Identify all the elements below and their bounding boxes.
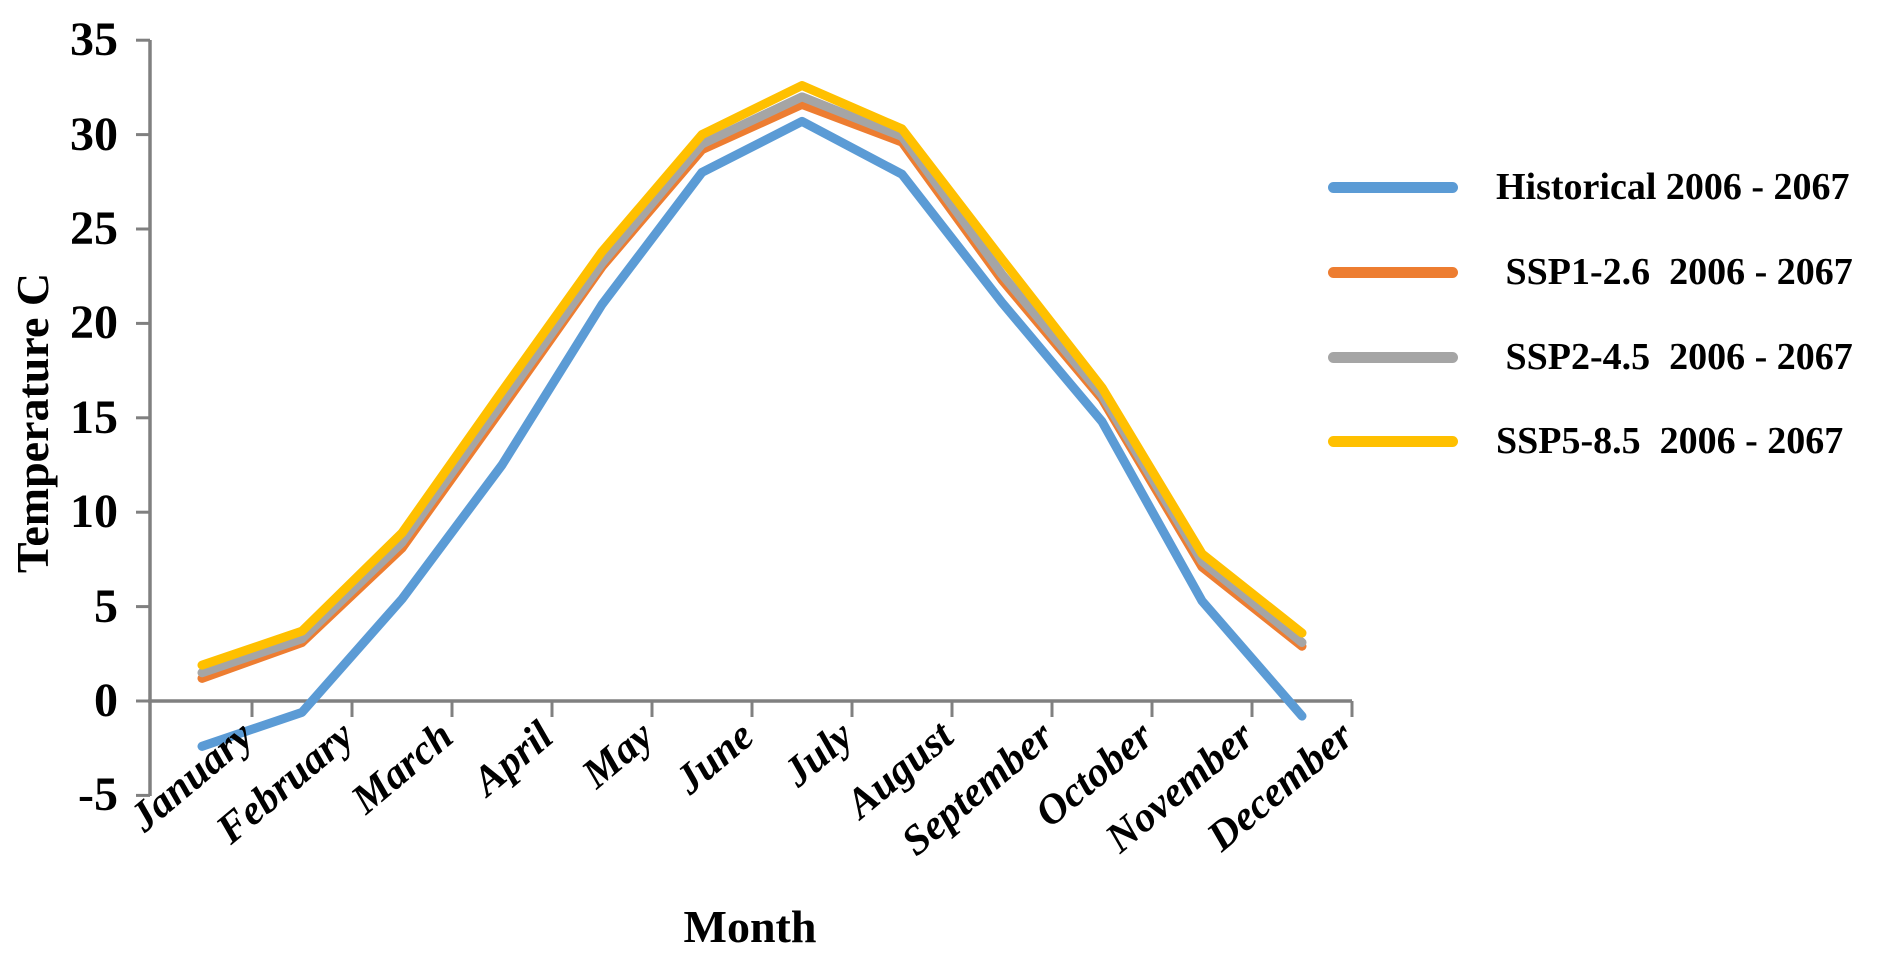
series-line-ssp1-2.6	[197, 99, 1307, 683]
legend-label-historical: Historical 2006 - 2067	[1496, 166, 1850, 208]
y-axis-tick-label: 35	[70, 13, 118, 67]
y-axis-tick-label: 10	[70, 485, 118, 539]
y-axis-tick-label: 5	[94, 579, 118, 633]
series-line-ssp5-8.5	[197, 81, 1307, 670]
y-axis-tick-label: 15	[70, 390, 118, 444]
y-axis-title: Temperature C	[7, 272, 58, 574]
legend-label-ssp5-8.5: SSP5-8.5 2006 - 2067	[1496, 420, 1844, 462]
legend-swatch-ssp5-8.5	[1328, 435, 1458, 447]
y-axis-tick-label: -5	[78, 768, 118, 822]
legend-swatch-historical	[1328, 181, 1458, 193]
y-axis-tick-label: 30	[70, 107, 118, 161]
legend-label-ssp2-4.5: SSP2-4.5 2006 - 2067	[1496, 336, 1853, 378]
series-line-historical	[197, 116, 1307, 751]
legend-label-ssp1-2.6: SSP1-2.6 2006 - 2067	[1496, 251, 1853, 293]
y-axis-tick-label: 0	[94, 674, 118, 727]
legend-item-ssp2-4.5: SSP2-4.5 2006 - 2067	[1328, 326, 1853, 388]
y-axis-tick-label: 20	[70, 296, 118, 350]
legend-item-ssp5-8.5: SSP5-8.5 2006 - 2067	[1328, 410, 1843, 472]
legend-swatch-ssp1-2.6	[1328, 266, 1458, 278]
legend-item-historical: Historical 2006 - 2067	[1328, 156, 1850, 218]
y-axis-tick-label: 25	[70, 202, 118, 255]
legend-item-ssp1-2.6: SSP1-2.6 2006 - 2067	[1328, 241, 1853, 303]
x-axis-title: Month	[683, 901, 817, 952]
legend-swatch-ssp2-4.5	[1328, 351, 1458, 363]
